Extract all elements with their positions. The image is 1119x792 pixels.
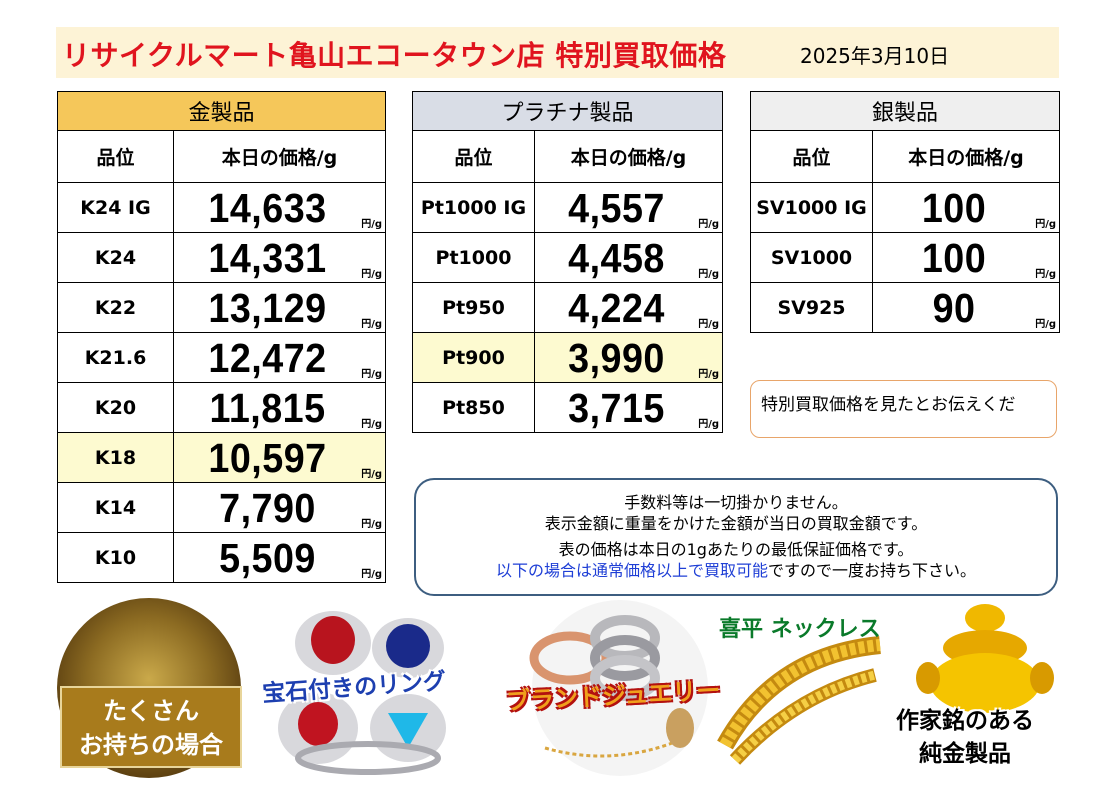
unit-label: 円/g bbox=[698, 369, 720, 380]
table-row: K24 IG 14,633 円/g bbox=[57, 182, 387, 233]
unit-label: 円/g bbox=[361, 369, 383, 380]
price-value: 4,557 bbox=[568, 185, 665, 231]
unit-label: 円/g bbox=[698, 219, 720, 230]
pure-gold-caption: 作家銘のある 純金製品 bbox=[896, 705, 1034, 771]
info-line-1: 手数料等は一切掛かりません。 bbox=[624, 493, 848, 512]
price-column-header: 本日の価格/g bbox=[172, 130, 387, 183]
grade-label: K22 bbox=[57, 282, 174, 333]
price-column-header: 本日の価格/g bbox=[533, 130, 724, 183]
table-row: K14 7,790 円/g bbox=[57, 482, 387, 533]
many-items-badge: たくさん お持ちの場合 bbox=[60, 686, 242, 768]
table-row: Pt1000 IG 4,557 円/g bbox=[412, 182, 724, 233]
price-value: 14,331 bbox=[208, 235, 327, 281]
pure-gold-caption-line-2: 純金製品 bbox=[919, 741, 1011, 767]
platinum-price-table: プラチナ製品 品位 本日の価格/g Pt1000 IG 4,557 円/g Pt10… bbox=[411, 91, 724, 433]
grade-label: SV925 bbox=[750, 282, 873, 333]
grade-label: K21.6 bbox=[57, 332, 174, 383]
pure-gold-incense-burner-image bbox=[916, 604, 1054, 713]
table-row: K21.6 12,472 円/g bbox=[57, 332, 387, 383]
price-column-header: 本日の価格/g bbox=[871, 130, 1061, 183]
price-value: 14,633 bbox=[208, 185, 327, 231]
unit-label: 円/g bbox=[361, 319, 383, 330]
unit-label: 円/g bbox=[361, 569, 383, 580]
kihei-necklace-image bbox=[717, 636, 881, 765]
table-row: Pt950 4,224 円/g bbox=[412, 282, 724, 333]
unit-label: 円/g bbox=[698, 319, 720, 330]
unit-label: 円/g bbox=[698, 269, 720, 280]
info-line-3: 表の価格は本日の1gあたりの最低保証価格です。 bbox=[558, 540, 914, 559]
grade-label: Pt950 bbox=[412, 282, 535, 333]
grade-label: Pt900 bbox=[412, 332, 535, 383]
silver-price-table: 銀製品 品位 本日の価格/g SV1000 IG 100 円/g SV1000 100… bbox=[749, 91, 1061, 333]
grade-label: K20 bbox=[57, 382, 174, 433]
unit-label: 円/g bbox=[698, 419, 720, 430]
table-row: K20 11,815 円/g bbox=[57, 382, 387, 433]
price-value: 10,597 bbox=[208, 435, 327, 481]
table-row-highlighted: K18 10,597 円/g bbox=[57, 432, 387, 483]
table-row: K22 13,129 円/g bbox=[57, 282, 387, 333]
price-value: 100 bbox=[921, 235, 987, 281]
special-price-note: 特別買取価格を見たとお伝えくだ bbox=[750, 380, 1057, 438]
page-title: リサイクルマート亀山エコータウン店 特別買取価格 bbox=[62, 39, 727, 72]
info-line-2: 表示金額に重量をかけた金額が当日の買取金額です。 bbox=[544, 514, 928, 533]
info-line-4-rest: ですので一度お持ち下さい。 bbox=[768, 561, 977, 580]
silver-table-title: 銀製品 bbox=[749, 91, 1061, 131]
brand-jewelry-image bbox=[529, 600, 708, 776]
unit-label: 円/g bbox=[361, 519, 383, 530]
kihei-necklace-caption: 喜平 ネックレス bbox=[719, 617, 881, 642]
price-value: 4,458 bbox=[568, 235, 665, 281]
badge-line-1: たくさん bbox=[103, 697, 199, 725]
pure-gold-caption-line-1: 作家銘のある bbox=[896, 708, 1034, 734]
grade-column-header: 品位 bbox=[57, 130, 174, 183]
unit-label: 円/g bbox=[1035, 269, 1057, 280]
special-price-note-text: 特別買取価格を見たとお伝えくだ bbox=[761, 395, 1016, 415]
grade-label: Pt850 bbox=[412, 382, 535, 433]
price-value: 13,129 bbox=[208, 285, 327, 331]
table-row-highlighted: Pt900 3,990 円/g bbox=[412, 332, 724, 383]
price-value: 11,815 bbox=[209, 385, 326, 431]
grade-column-header: 品位 bbox=[750, 130, 873, 183]
price-value: 90 bbox=[932, 285, 976, 331]
unit-label: 円/g bbox=[1035, 319, 1057, 330]
gemstone-rings-image bbox=[278, 611, 446, 775]
price-date: 2025年3月10日 bbox=[800, 44, 950, 68]
grade-label: Pt1000 IG bbox=[412, 182, 535, 233]
grade-label: K24 IG bbox=[57, 182, 174, 233]
table-row: K10 5,509 円/g bbox=[57, 532, 387, 583]
info-box: 手数料等は一切掛かりません。 表示金額に重量をかけた金額が当日の買取金額です。 … bbox=[414, 478, 1058, 596]
unit-label: 円/g bbox=[361, 469, 383, 480]
grade-label: K14 bbox=[57, 482, 174, 533]
grade-label: SV1000 IG bbox=[750, 182, 873, 233]
table-row: SV925 90 円/g bbox=[750, 282, 1061, 333]
table-row: SV1000 100 円/g bbox=[750, 232, 1061, 283]
price-value: 12,472 bbox=[208, 335, 327, 381]
gold-price-table: 金製品 品位 本日の価格/g K24 IG 14,633 円/g K24 14,331… bbox=[56, 91, 387, 583]
price-value: 5,509 bbox=[219, 535, 316, 581]
info-line-4-highlight: 以下の場合は通常価格以上で買取可能 bbox=[495, 561, 768, 580]
unit-label: 円/g bbox=[361, 269, 383, 280]
badge-line-2: お持ちの場合 bbox=[79, 731, 223, 759]
grade-label: Pt1000 bbox=[412, 232, 535, 283]
grade-label: K18 bbox=[57, 432, 174, 483]
table-row: Pt850 3,715 円/g bbox=[412, 382, 724, 433]
price-value: 4,224 bbox=[568, 285, 665, 331]
unit-label: 円/g bbox=[1035, 219, 1057, 230]
price-value: 100 bbox=[921, 185, 987, 231]
info-line-4: 以下の場合は通常価格以上で買取可能ですので一度お持ち下さい。 bbox=[416, 560, 1056, 581]
unit-label: 円/g bbox=[361, 219, 383, 230]
price-value: 3,715 bbox=[568, 385, 665, 431]
gold-table-title: 金製品 bbox=[56, 91, 387, 131]
table-row: SV1000 IG 100 円/g bbox=[750, 182, 1061, 233]
grade-label: K10 bbox=[57, 532, 174, 583]
price-value: 3,990 bbox=[568, 335, 665, 381]
table-row: Pt1000 4,458 円/g bbox=[412, 232, 724, 283]
price-value: 7,790 bbox=[219, 485, 316, 531]
grade-label: K24 bbox=[57, 232, 174, 283]
grade-label: SV1000 bbox=[750, 232, 873, 283]
table-row: K24 14,331 円/g bbox=[57, 232, 387, 283]
grade-column-header: 品位 bbox=[412, 130, 535, 183]
platinum-table-title: プラチナ製品 bbox=[411, 91, 724, 131]
unit-label: 円/g bbox=[361, 419, 383, 430]
title-bar: リサイクルマート亀山エコータウン店 特別買取価格 2025年3月10日 bbox=[56, 27, 1059, 78]
